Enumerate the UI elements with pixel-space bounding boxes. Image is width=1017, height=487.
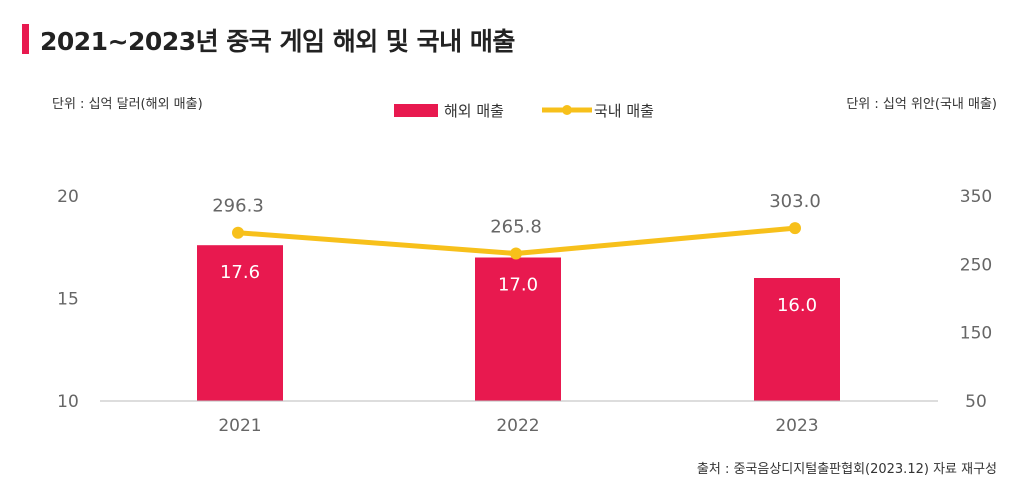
right-tick-label: 50 bbox=[965, 392, 987, 412]
right-axis-ticks: 50 150 250 350 bbox=[960, 187, 992, 412]
left-unit-label: 단위 : 십억 달러(해외 매출) bbox=[52, 97, 203, 112]
source-note: 출처 : 중국음상디지털출판협회(2023.12) 자료 재구성 bbox=[696, 462, 997, 477]
bar-value-label: 17.0 bbox=[498, 275, 538, 296]
line-value-label: 303.0 bbox=[769, 191, 821, 212]
chart-title: 2021~2023년 중국 게임 해외 및 국내 매출 bbox=[40, 27, 515, 56]
left-axis-ticks: 10 15 20 bbox=[57, 187, 79, 412]
right-tick-label: 350 bbox=[960, 187, 992, 207]
x-axis-ticks: 2021 2022 2023 bbox=[218, 416, 818, 436]
bar-series: 17.6 17.0 16.0 bbox=[197, 245, 840, 401]
right-unit-label: 단위 : 십억 위안(국내 매출) bbox=[846, 97, 997, 112]
x-tick-label: 2022 bbox=[496, 416, 539, 436]
line-point-2021 bbox=[232, 226, 244, 239]
bar-2022 bbox=[475, 257, 561, 401]
legend-line-marker bbox=[562, 105, 572, 115]
left-tick-label: 10 bbox=[57, 392, 79, 412]
legend-bar-swatch bbox=[394, 104, 438, 117]
right-tick-label: 150 bbox=[960, 324, 992, 344]
legend: 해외 매출 국내 매출 bbox=[394, 102, 654, 120]
bar-value-label: 17.6 bbox=[220, 262, 260, 283]
legend-bar-label: 해외 매출 bbox=[444, 102, 504, 120]
line-point-2022 bbox=[510, 247, 522, 260]
legend-line-label: 국내 매출 bbox=[594, 102, 654, 120]
bar-2021 bbox=[197, 245, 283, 401]
title-accent-bar bbox=[22, 24, 29, 54]
line-point-2023 bbox=[789, 222, 801, 235]
left-tick-label: 15 bbox=[57, 290, 79, 310]
x-tick-label: 2021 bbox=[218, 416, 261, 436]
right-tick-label: 250 bbox=[960, 255, 992, 275]
bar-2023 bbox=[754, 278, 840, 401]
line-value-label: 265.8 bbox=[490, 217, 542, 238]
line-value-label: 296.3 bbox=[212, 196, 264, 217]
bar-value-label: 16.0 bbox=[777, 295, 817, 316]
line-series: 296.3 265.8 303.0 bbox=[212, 191, 821, 260]
left-tick-label: 20 bbox=[57, 187, 79, 207]
x-tick-label: 2023 bbox=[775, 416, 818, 436]
